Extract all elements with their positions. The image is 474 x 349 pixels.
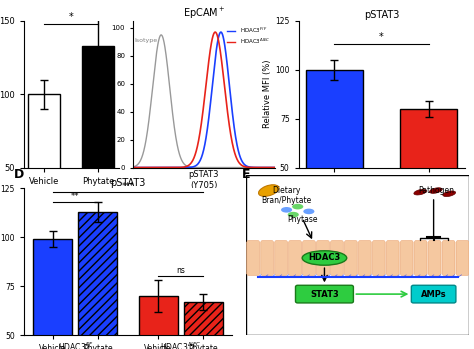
Text: HDAC3$^{ΔIEC}$: HDAC3$^{ΔIEC}$ bbox=[160, 341, 201, 349]
FancyBboxPatch shape bbox=[428, 240, 441, 276]
FancyBboxPatch shape bbox=[261, 240, 273, 276]
Text: *: * bbox=[69, 13, 73, 22]
FancyBboxPatch shape bbox=[303, 240, 315, 276]
Text: Isotype: Isotype bbox=[134, 38, 157, 43]
Ellipse shape bbox=[429, 188, 442, 193]
Bar bbox=[28, 94, 60, 241]
Ellipse shape bbox=[414, 190, 427, 195]
Ellipse shape bbox=[443, 191, 456, 196]
Text: Phytase: Phytase bbox=[287, 215, 318, 224]
Ellipse shape bbox=[258, 185, 279, 196]
Text: HDAC3$^{FF}$: HDAC3$^{FF}$ bbox=[58, 341, 93, 349]
FancyBboxPatch shape bbox=[317, 240, 329, 276]
Y-axis label: % of Max: % of Max bbox=[100, 75, 109, 114]
Text: Dietary
Bran/Phytate: Dietary Bran/Phytate bbox=[262, 186, 312, 205]
Text: **: ** bbox=[71, 192, 80, 201]
Text: STAT3: STAT3 bbox=[310, 290, 339, 299]
Text: E: E bbox=[242, 168, 250, 181]
Title: pSTAT3: pSTAT3 bbox=[110, 178, 146, 188]
Ellipse shape bbox=[281, 207, 292, 213]
Text: AMPs: AMPs bbox=[421, 290, 447, 299]
FancyBboxPatch shape bbox=[386, 240, 399, 276]
Bar bbox=[306, 70, 363, 265]
FancyBboxPatch shape bbox=[289, 240, 301, 276]
Bar bbox=[78, 212, 118, 349]
FancyBboxPatch shape bbox=[373, 240, 385, 276]
FancyBboxPatch shape bbox=[456, 240, 469, 276]
Title: EpCAM$^+$: EpCAM$^+$ bbox=[182, 6, 225, 21]
FancyBboxPatch shape bbox=[345, 240, 357, 276]
Bar bbox=[183, 302, 223, 349]
Text: *: * bbox=[379, 32, 384, 43]
Bar bbox=[82, 46, 114, 241]
Bar bbox=[138, 296, 178, 349]
FancyBboxPatch shape bbox=[401, 240, 413, 276]
Y-axis label: Relative MFI (%): Relative MFI (%) bbox=[264, 60, 273, 128]
Ellipse shape bbox=[292, 204, 303, 209]
FancyBboxPatch shape bbox=[295, 285, 354, 303]
FancyBboxPatch shape bbox=[411, 285, 456, 303]
Text: Pathogen: Pathogen bbox=[418, 186, 454, 195]
Text: ***: *** bbox=[122, 183, 134, 191]
Ellipse shape bbox=[288, 212, 299, 217]
Text: HDAC3: HDAC3 bbox=[308, 253, 341, 262]
FancyBboxPatch shape bbox=[247, 240, 259, 276]
FancyBboxPatch shape bbox=[275, 240, 287, 276]
Bar bbox=[401, 109, 457, 265]
FancyBboxPatch shape bbox=[331, 240, 343, 276]
Text: D: D bbox=[14, 168, 25, 181]
X-axis label: pSTAT3
(Y705): pSTAT3 (Y705) bbox=[189, 170, 219, 190]
FancyBboxPatch shape bbox=[246, 174, 469, 335]
Ellipse shape bbox=[302, 251, 347, 265]
FancyBboxPatch shape bbox=[442, 240, 455, 276]
Ellipse shape bbox=[303, 209, 314, 214]
Legend: HDAC3$^{F/F}$, HDAC3$^{ΔIEC}$: HDAC3$^{F/F}$, HDAC3$^{ΔIEC}$ bbox=[225, 24, 272, 48]
FancyBboxPatch shape bbox=[414, 240, 427, 276]
Text: ns: ns bbox=[176, 266, 185, 275]
Title: pSTAT3: pSTAT3 bbox=[364, 10, 399, 20]
FancyBboxPatch shape bbox=[246, 242, 469, 274]
Bar bbox=[33, 239, 73, 349]
FancyBboxPatch shape bbox=[359, 240, 371, 276]
